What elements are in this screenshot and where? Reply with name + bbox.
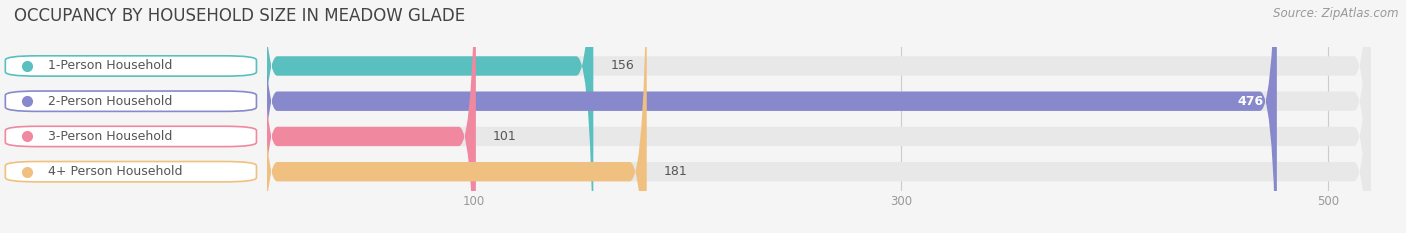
FancyBboxPatch shape bbox=[260, 0, 1371, 233]
FancyBboxPatch shape bbox=[6, 91, 256, 111]
FancyBboxPatch shape bbox=[6, 126, 256, 147]
Text: 1-Person Household: 1-Person Household bbox=[48, 59, 173, 72]
Text: 2-Person Household: 2-Person Household bbox=[48, 95, 173, 108]
FancyBboxPatch shape bbox=[6, 161, 256, 182]
Text: Source: ZipAtlas.com: Source: ZipAtlas.com bbox=[1274, 7, 1399, 20]
Text: 156: 156 bbox=[610, 59, 634, 72]
FancyBboxPatch shape bbox=[260, 0, 475, 233]
FancyBboxPatch shape bbox=[260, 0, 1371, 233]
FancyBboxPatch shape bbox=[260, 0, 1371, 233]
FancyBboxPatch shape bbox=[260, 0, 1277, 233]
FancyBboxPatch shape bbox=[6, 56, 256, 76]
Text: 3-Person Household: 3-Person Household bbox=[48, 130, 173, 143]
FancyBboxPatch shape bbox=[260, 0, 647, 233]
Text: 476: 476 bbox=[1237, 95, 1264, 108]
FancyBboxPatch shape bbox=[260, 0, 1371, 233]
Text: OCCUPANCY BY HOUSEHOLD SIZE IN MEADOW GLADE: OCCUPANCY BY HOUSEHOLD SIZE IN MEADOW GL… bbox=[14, 7, 465, 25]
FancyBboxPatch shape bbox=[260, 0, 593, 233]
Text: 101: 101 bbox=[494, 130, 516, 143]
Text: 181: 181 bbox=[664, 165, 688, 178]
Text: 4+ Person Household: 4+ Person Household bbox=[48, 165, 183, 178]
